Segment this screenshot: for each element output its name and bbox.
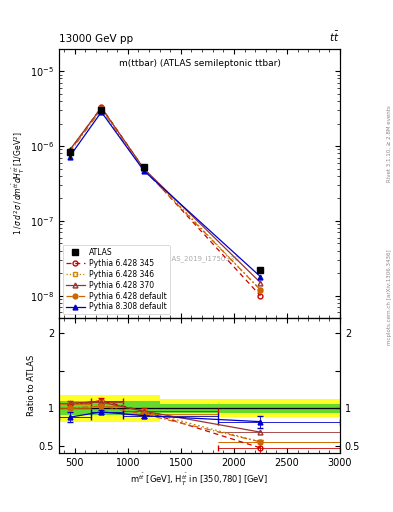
X-axis label: m$^{t\bar{t}}$ [GeV], H$_T^{t\bar{t}}$ in [350,780] [GeV]: m$^{t\bar{t}}$ [GeV], H$_T^{t\bar{t}}$ i… xyxy=(130,472,268,488)
Text: ATLAS_2019_I1750330: ATLAS_2019_I1750330 xyxy=(160,255,239,262)
Text: m(ttbar) (ATLAS semileptonic ttbar): m(ttbar) (ATLAS semileptonic ttbar) xyxy=(119,59,280,69)
Text: Rivet 3.1.10, ≥ 2.8M events: Rivet 3.1.10, ≥ 2.8M events xyxy=(387,105,391,182)
Y-axis label: Ratio to ATLAS: Ratio to ATLAS xyxy=(27,355,36,416)
Text: $t\bar{t}$: $t\bar{t}$ xyxy=(329,29,340,44)
Legend: ATLAS, Pythia 6.428 345, Pythia 6.428 346, Pythia 6.428 370, Pythia 6.428 defaul: ATLAS, Pythia 6.428 345, Pythia 6.428 34… xyxy=(63,245,169,314)
Text: 13000 GeV pp: 13000 GeV pp xyxy=(59,33,133,44)
Text: mcplots.cern.ch [arXiv:1306.3436]: mcplots.cern.ch [arXiv:1306.3436] xyxy=(387,249,391,345)
Y-axis label: $1\,/\,\sigma\,d^2\sigma\,/\,dm^{t\bar{t}}dH_T^{t\bar{t}}\,[1/\mathrm{GeV}^2]$: $1\,/\,\sigma\,d^2\sigma\,/\,dm^{t\bar{t… xyxy=(11,132,27,235)
